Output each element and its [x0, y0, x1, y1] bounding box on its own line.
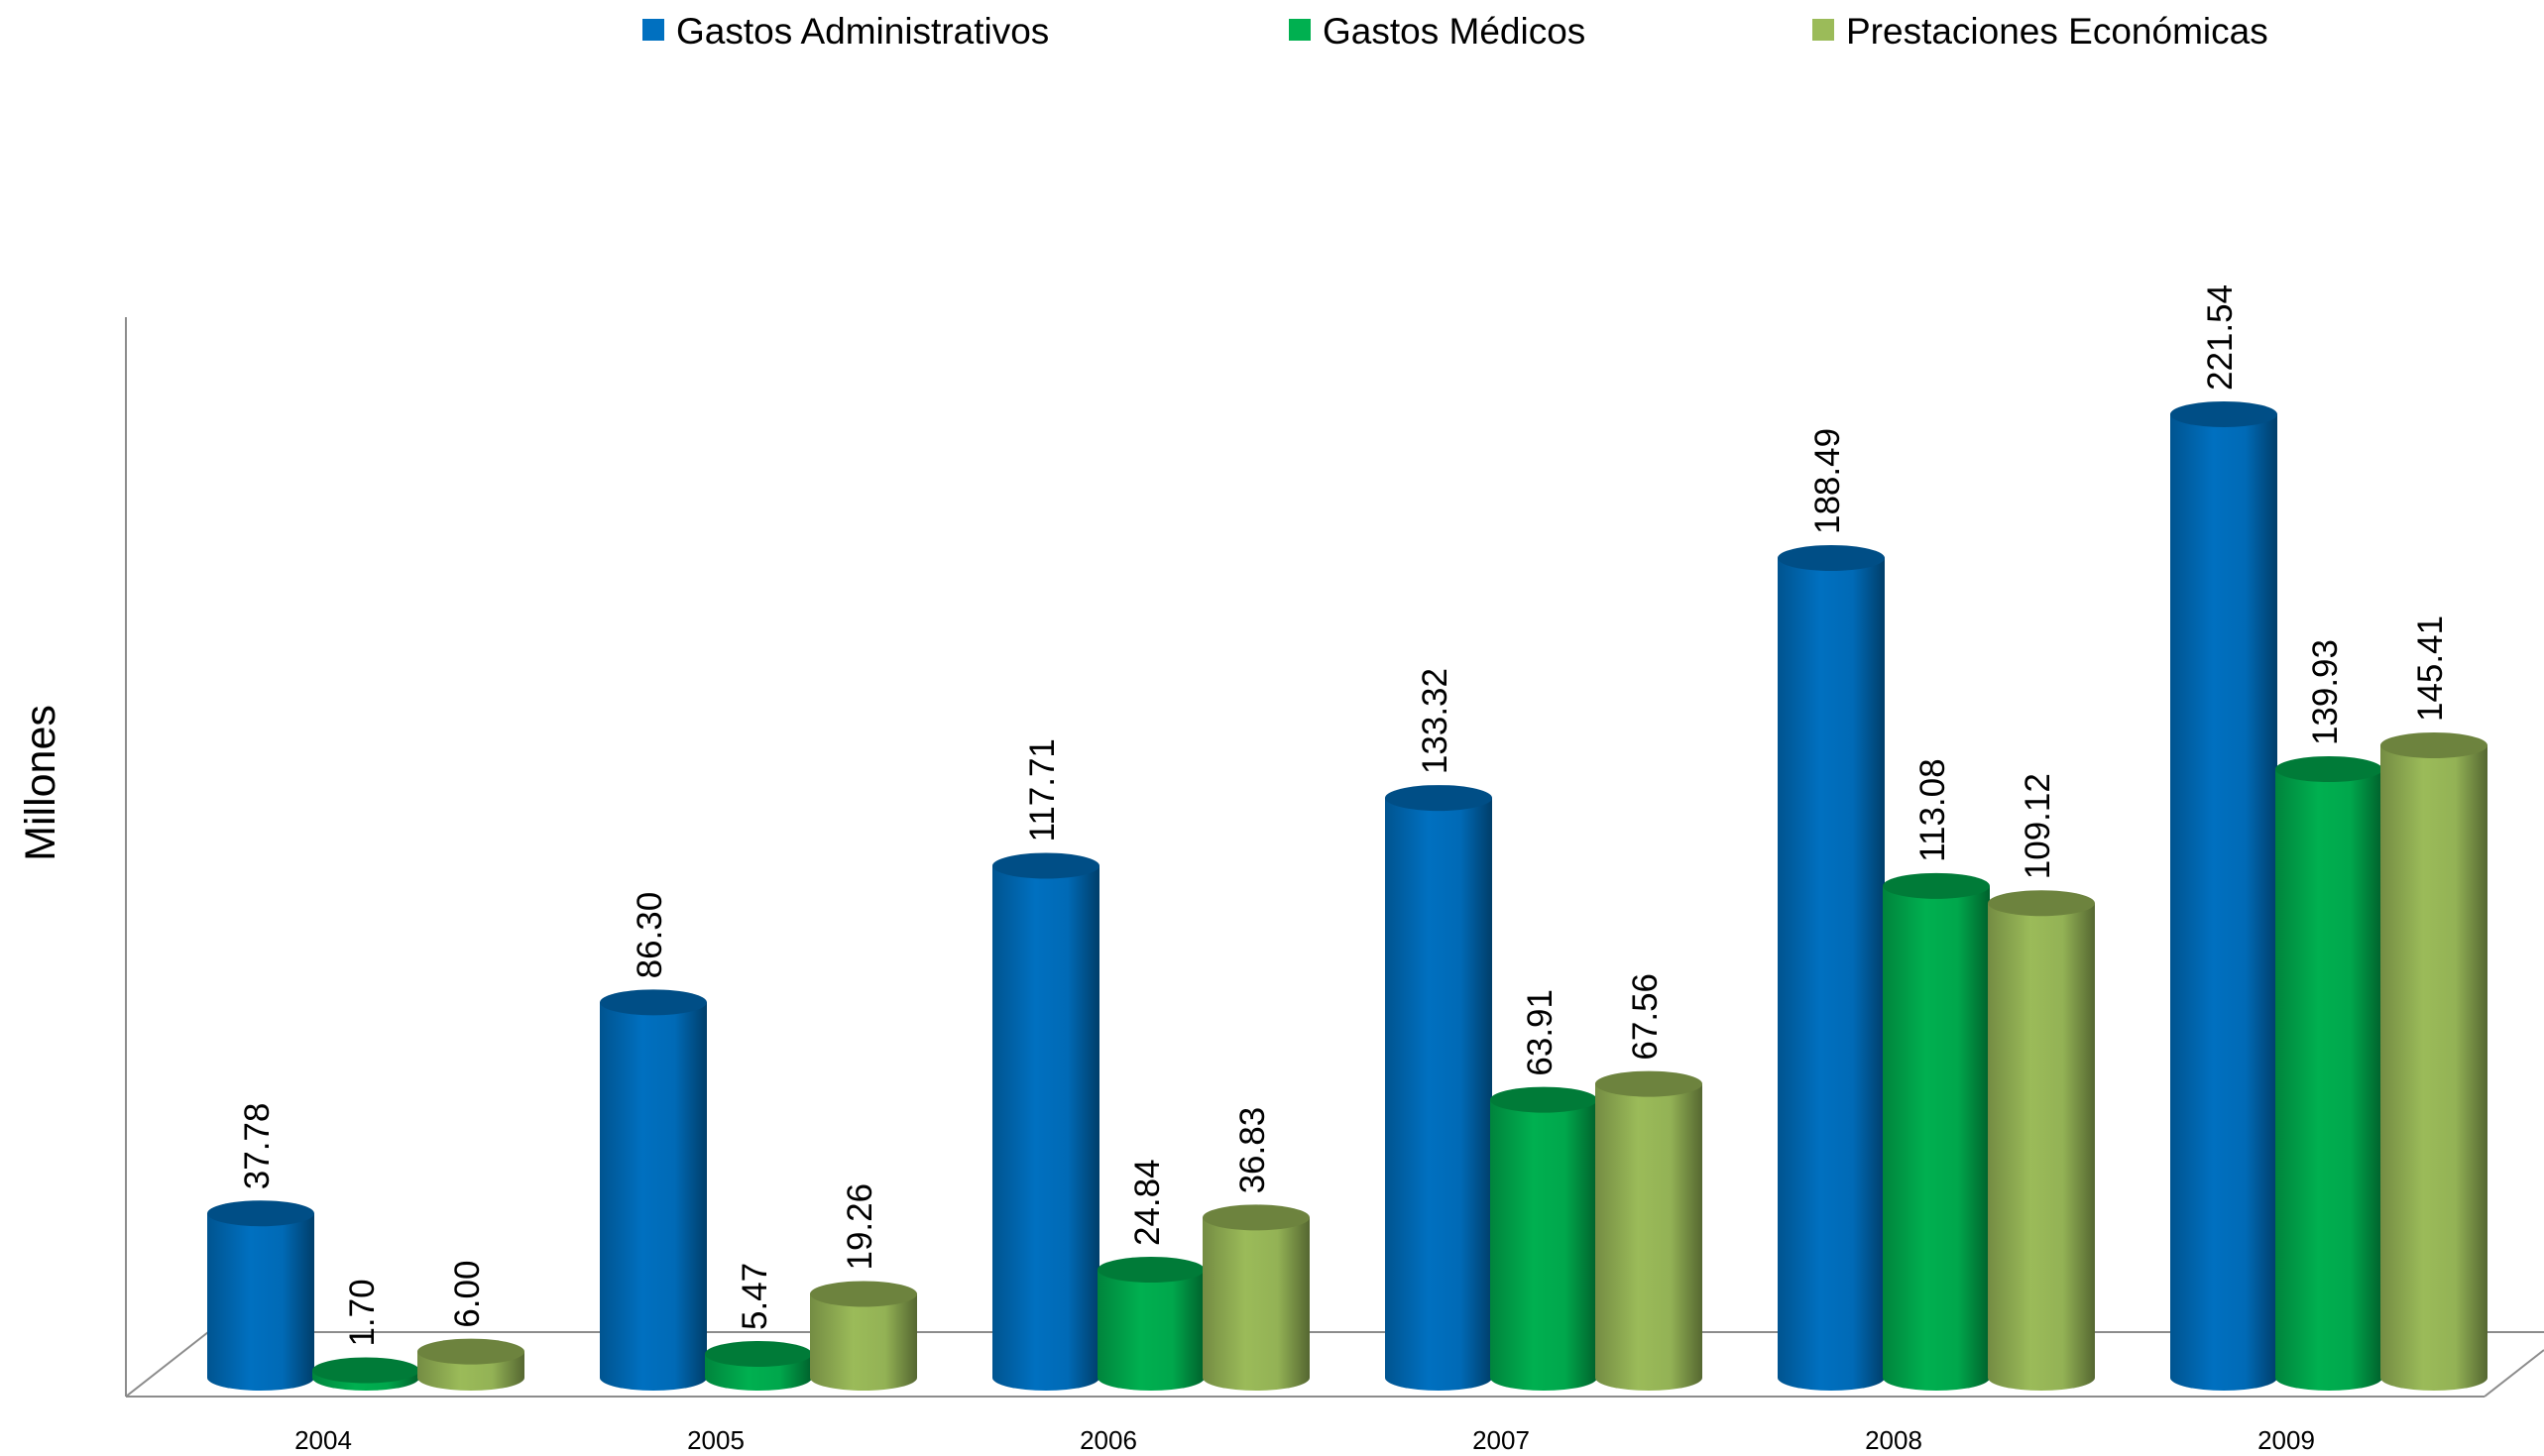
legend-label-gastos-medicos: Gastos Médicos	[1323, 11, 1585, 52]
bar-top-gastos-administrativos-2007	[1385, 785, 1492, 812]
data-label-gastos-administrativos-2004: 37.78	[238, 1103, 277, 1190]
data-label-gastos-medicos-2009: 139.93	[2306, 639, 2345, 745]
data-label-gastos-administrativos-2006: 117.71	[1023, 738, 1062, 841]
data-label-gastos-administrativos-2007: 133.32	[1416, 668, 1454, 774]
data-label-gastos-administrativos-2005: 86.30	[631, 892, 669, 979]
bar-top-gastos-medicos-2009	[2275, 756, 2382, 783]
bar-top-gastos-medicos-2005	[705, 1341, 812, 1368]
data-label-prestaciones-economicas-2007: 67.56	[1626, 973, 1665, 1061]
legend-item-gastos-administrativos: Gastos Administrativos	[642, 11, 1049, 52]
bar-gastos-administrativos-2007	[1385, 798, 1492, 1391]
data-label-gastos-medicos-2004: 1.70	[343, 1279, 382, 1346]
bar-top-prestaciones-economicas-2006	[1203, 1204, 1310, 1231]
bar-top-gastos-administrativos-2006	[992, 852, 1099, 879]
bar-top-gastos-medicos-2004	[312, 1357, 419, 1384]
bar-top-prestaciones-economicas-2008	[1988, 890, 2095, 917]
legend-label-prestaciones-economicas: Prestaciones Económicas	[1846, 11, 2268, 52]
data-label-gastos-administrativos-2008: 188.49	[1808, 428, 1847, 534]
data-label-prestaciones-economicas-2008: 109.12	[2019, 773, 2057, 879]
x-tick-2004: 2004	[294, 1425, 352, 1455]
data-labels: 37.78 1.70 6.00 86.30 5.47 19.26 117.71 24.84 36…	[238, 284, 2450, 1347]
bar-prestaciones-economicas-2007	[1595, 1083, 1702, 1391]
x-tick-2005: 2005	[687, 1425, 745, 1455]
x-tick-2009: 2009	[2257, 1425, 2315, 1455]
axes	[125, 317, 2544, 1398]
bar-top-prestaciones-economicas-2007	[1595, 1070, 1702, 1097]
data-label-gastos-medicos-2006: 24.84	[1128, 1159, 1167, 1246]
bar-gastos-medicos-2007	[1490, 1099, 1597, 1391]
bar-top-gastos-administrativos-2004	[207, 1200, 314, 1227]
data-label-prestaciones-economicas-2009: 145.41	[2411, 616, 2450, 722]
data-label-prestaciones-economicas-2004: 6.00	[448, 1261, 487, 1328]
bar-gastos-administrativos-2009	[2170, 414, 2277, 1391]
bar-gastos-administrativos-2006	[992, 865, 1099, 1391]
bar-top-gastos-medicos-2006	[1098, 1257, 1205, 1284]
legend-swatch-gastos-medicos	[1289, 19, 1311, 41]
data-label-gastos-administrativos-2009: 221.54	[2201, 284, 2240, 391]
floor-right-edge	[2484, 1349, 2544, 1398]
y-axis-title: Millones	[17, 705, 64, 861]
bar-top-prestaciones-economicas-2004	[417, 1338, 524, 1365]
legend-label-gastos-administrativos: Gastos Administrativos	[676, 11, 1049, 52]
x-tick-2006: 2006	[1080, 1425, 1137, 1455]
bar-top-gastos-administrativos-2005	[600, 989, 707, 1016]
bars	[207, 401, 2487, 1391]
legend-item-gastos-medicos: Gastos Médicos	[1289, 11, 1585, 52]
bar-top-gastos-administrativos-2008	[1778, 545, 1885, 572]
legend-item-prestaciones-economicas: Prestaciones Económicas	[1812, 11, 2268, 52]
legend: Gastos Administrativos Gastos Médicos Pr…	[642, 11, 2268, 52]
legend-swatch-gastos-administrativos	[642, 19, 664, 41]
bar-prestaciones-economicas-2006	[1203, 1217, 1310, 1391]
bar-prestaciones-economicas-2008	[1988, 903, 2095, 1391]
data-label-prestaciones-economicas-2005: 19.26	[841, 1183, 879, 1271]
bar-prestaciones-economicas-2009	[2380, 745, 2487, 1391]
bar-gastos-administrativos-2004	[207, 1213, 314, 1391]
data-label-prestaciones-economicas-2006: 36.83	[1233, 1107, 1272, 1194]
bar-prestaciones-economicas-2005	[810, 1293, 917, 1391]
bar-top-gastos-medicos-2007	[1490, 1086, 1597, 1113]
data-label-gastos-medicos-2008: 113.08	[1913, 758, 1952, 861]
bar-top-prestaciones-economicas-2009	[2380, 732, 2487, 759]
bar-top-gastos-medicos-2008	[1883, 872, 1990, 899]
data-label-gastos-medicos-2005: 5.47	[736, 1263, 774, 1330]
bar-top-gastos-administrativos-2009	[2170, 401, 2277, 427]
bar-gastos-administrativos-2008	[1778, 558, 1885, 1391]
legend-swatch-prestaciones-economicas	[1812, 19, 1834, 41]
bar-gastos-medicos-2009	[2275, 769, 2382, 1391]
bar-top-prestaciones-economicas-2005	[810, 1281, 917, 1307]
bar-gastos-medicos-2008	[1883, 885, 1990, 1391]
data-label-gastos-medicos-2007: 63.91	[1521, 989, 1560, 1076]
x-tick-2008: 2008	[1865, 1425, 1922, 1455]
bar-gastos-medicos-2006	[1098, 1270, 1205, 1391]
bar-gastos-administrativos-2005	[600, 1002, 707, 1391]
x-tick-2007: 2007	[1472, 1425, 1530, 1455]
x-tick-labels: 2004 2005 2006 2007 2008 2009	[294, 1425, 2315, 1455]
floor-left-edge	[125, 1331, 209, 1398]
